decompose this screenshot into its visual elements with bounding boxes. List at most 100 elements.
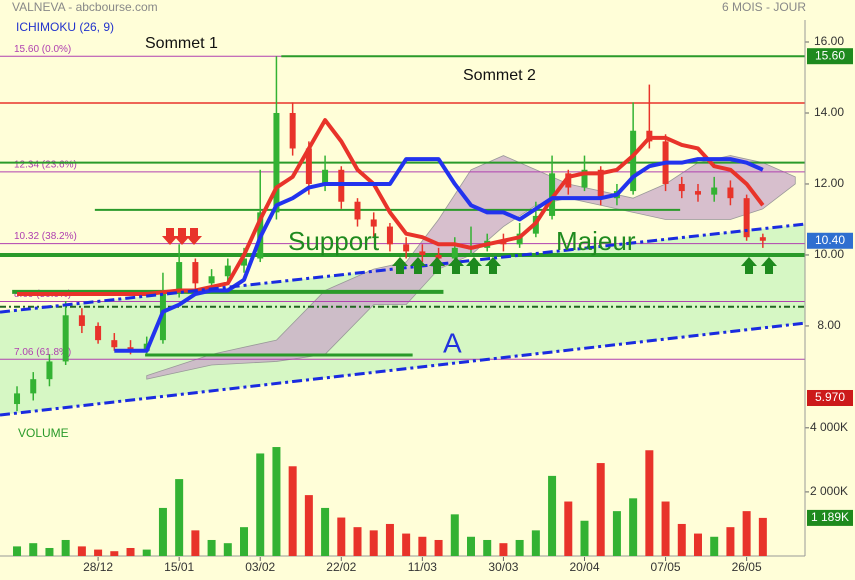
- candle-body: [549, 173, 556, 216]
- candle-body: [370, 219, 377, 227]
- volume-bar: [240, 527, 249, 556]
- volume-bar: [288, 466, 297, 556]
- volume-bar: [207, 539, 216, 556]
- fib-label: 15.60 (0.0%): [14, 44, 71, 55]
- y-tick-label: 10.00: [814, 247, 844, 261]
- source: VALNEVA - abcbourse.com: [12, 0, 158, 14]
- volume-bar: [304, 495, 313, 556]
- x-tick-label: 15/01: [164, 560, 194, 574]
- volume-bar: [434, 539, 443, 556]
- annotation: Sommet 2: [463, 67, 536, 84]
- volume-bar: [110, 551, 119, 556]
- volume-bar: [385, 523, 394, 556]
- candle-body: [224, 265, 231, 277]
- candle-body: [386, 226, 393, 245]
- candle-body: [14, 393, 21, 405]
- y-tick-label: 2 000K: [810, 484, 848, 498]
- volume-bar: [596, 463, 605, 556]
- x-tick-label: 30/03: [488, 560, 518, 574]
- candle-body: [694, 191, 701, 195]
- volume-bar: [467, 536, 476, 556]
- annotation: Majeur: [556, 226, 636, 256]
- candle-body: [111, 340, 118, 348]
- value-marker-label: 10.40: [815, 233, 845, 247]
- candle-body: [273, 112, 280, 213]
- volume-bar: [645, 450, 654, 556]
- x-tick-label: 07/05: [651, 560, 681, 574]
- candle-body: [435, 254, 442, 259]
- candle-body: [678, 183, 685, 192]
- candle-body: [305, 148, 312, 184]
- candle-body: [78, 315, 85, 326]
- candle-body: [208, 276, 215, 284]
- volume-bar: [612, 511, 621, 556]
- candle-body: [597, 169, 604, 199]
- candle-body: [46, 361, 53, 380]
- fib-label: 10.32 (38.2%): [14, 231, 77, 242]
- candle-body: [565, 173, 572, 188]
- x-tick-label: 28/12: [83, 560, 113, 574]
- volume-bar: [126, 547, 135, 556]
- fib-label: 7.06 (61.8%): [14, 347, 71, 358]
- volume-label: VOLUME: [18, 426, 69, 440]
- candle-body: [630, 130, 637, 192]
- volume-bar: [61, 539, 70, 556]
- x-tick-label: 22/02: [326, 560, 356, 574]
- volume-bar: [29, 543, 38, 556]
- candle-body: [62, 315, 69, 362]
- volume-bar: [499, 543, 508, 556]
- indicator: ICHIMOKU (26, 9): [16, 20, 114, 34]
- candle-body: [241, 258, 248, 266]
- tenkan-line: [17, 118, 765, 297]
- annotation: Sommet 1: [145, 35, 218, 52]
- y-tick-label: 14.00: [814, 105, 844, 119]
- volume-bar: [77, 546, 86, 556]
- candle-body: [30, 379, 37, 394]
- trend-line: [0, 321, 806, 417]
- annotation: Support: [288, 226, 380, 256]
- cloud: [146, 155, 796, 380]
- y-tick-label: 12.00: [814, 176, 844, 190]
- candle-body: [727, 187, 734, 199]
- volume-bar: [515, 539, 524, 556]
- value-marker-label: 1 189K: [811, 510, 849, 524]
- volume-bar: [758, 517, 767, 556]
- x-tick-label: 20/04: [569, 560, 599, 574]
- volume-bar: [337, 517, 346, 556]
- volume-bar: [450, 514, 459, 556]
- volume-bar: [13, 546, 22, 556]
- volume-bar: [369, 530, 378, 556]
- candle-body: [581, 169, 588, 188]
- volume-bar: [402, 533, 411, 556]
- value-marker: [807, 232, 853, 249]
- volume-bar: [94, 549, 103, 556]
- volume-bar: [564, 501, 573, 556]
- volume-bar: [223, 543, 232, 556]
- value-marker: [807, 509, 853, 526]
- candle-body: [289, 112, 296, 149]
- candle-body: [95, 325, 102, 341]
- value-marker: [807, 48, 853, 65]
- volume-bar: [191, 530, 200, 556]
- volume-bar: [661, 501, 670, 556]
- candle-body: [419, 251, 426, 255]
- volume-bar: [418, 536, 427, 556]
- candle-body: [159, 294, 166, 341]
- y-tick-label: 16.00: [814, 34, 844, 48]
- candle-body: [322, 169, 329, 184]
- value-marker: [807, 389, 853, 406]
- candle-body: [711, 187, 718, 195]
- candle-body: [403, 244, 410, 252]
- annotation: A: [443, 327, 462, 358]
- volume-bar: [256, 453, 265, 556]
- y-tick-label: 4 000K: [810, 420, 848, 434]
- value-marker-label: 5.970: [815, 390, 845, 404]
- period: 6 MOIS - JOUR: [722, 0, 806, 14]
- x-tick-label: 26/05: [732, 560, 762, 574]
- candle-body: [451, 247, 458, 259]
- candle-body: [354, 201, 361, 220]
- candle-body: [743, 198, 750, 238]
- volume-bar: [272, 447, 281, 556]
